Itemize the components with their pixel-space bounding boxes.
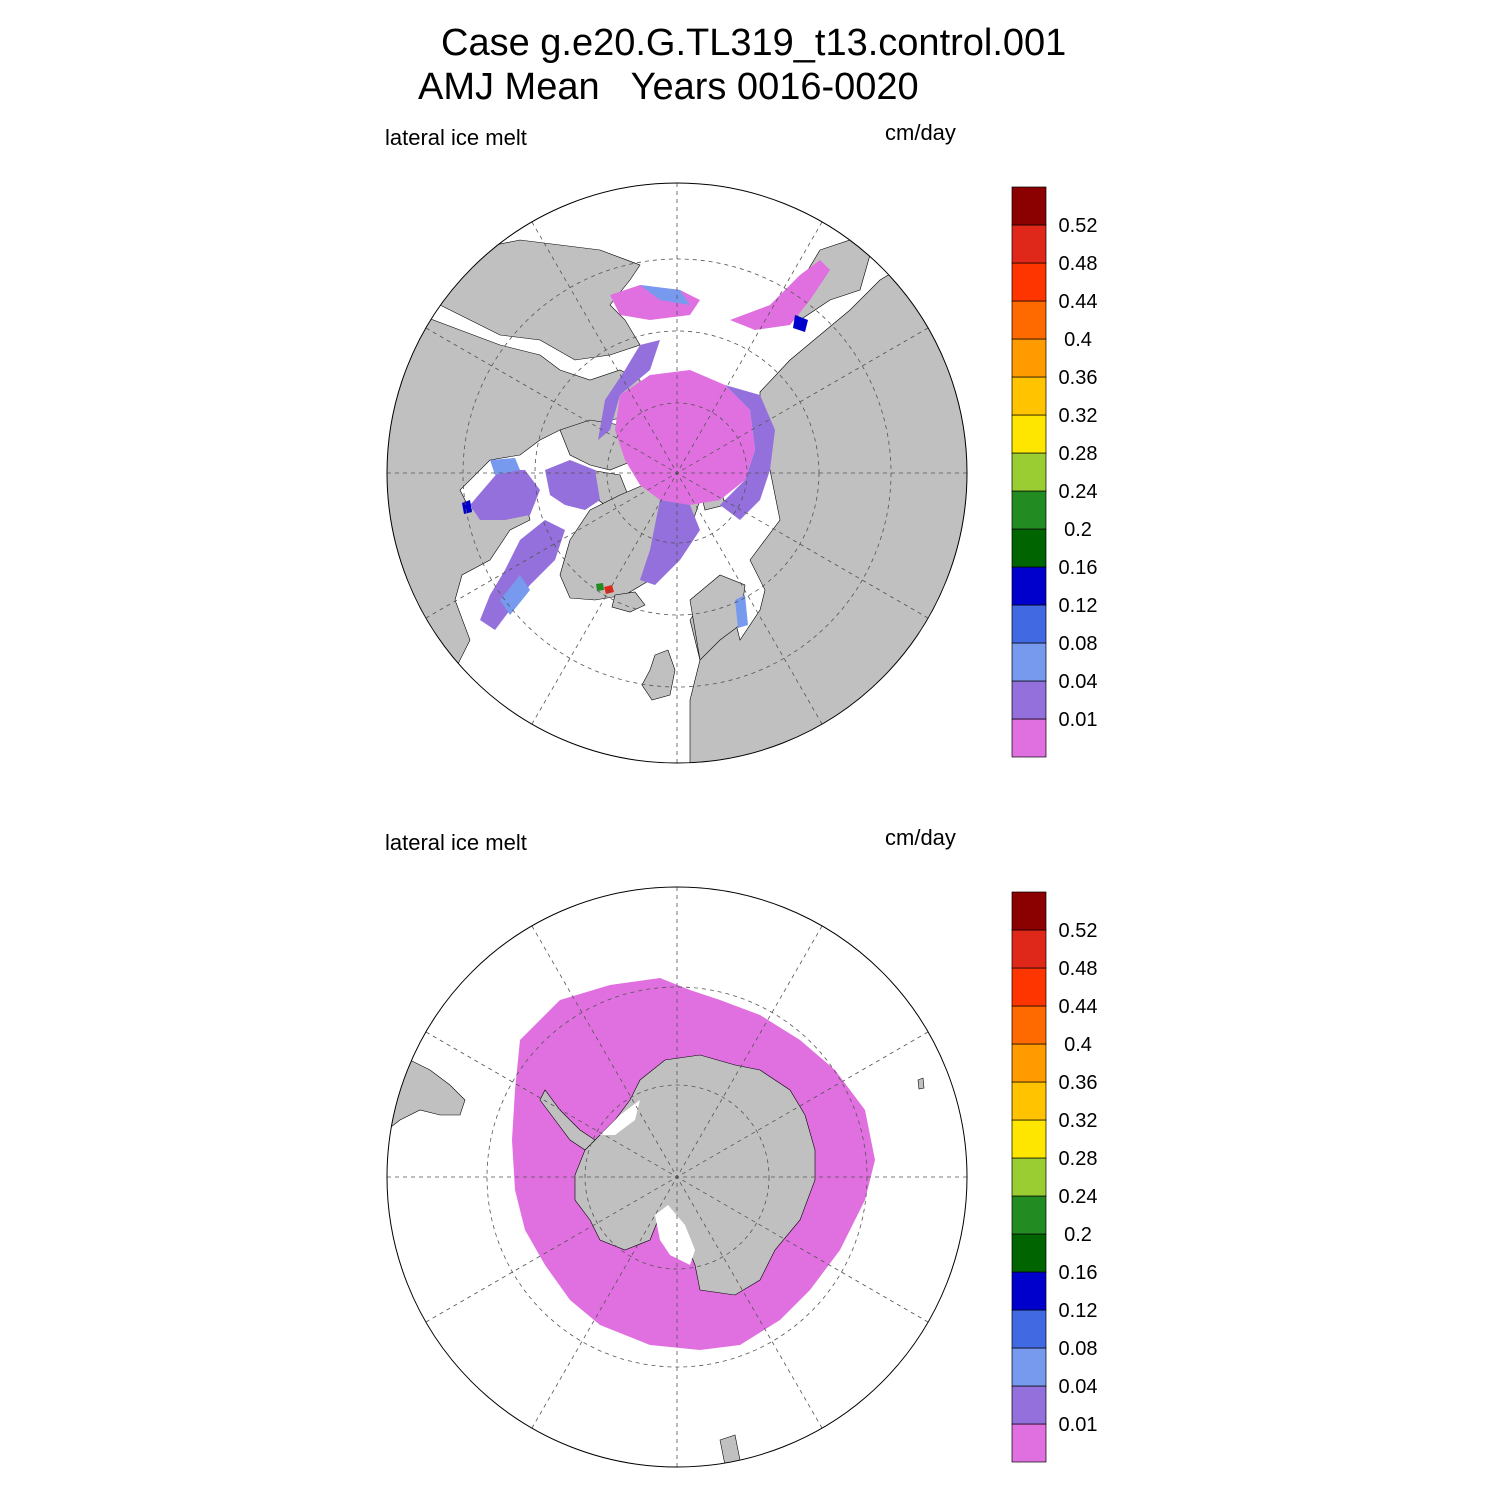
colorbar-swatch	[1011, 1309, 1047, 1349]
colorbar-swatch	[1011, 490, 1047, 530]
colorbar-tick-label: 0.12	[1059, 1300, 1098, 1322]
colorbar-swatch	[1011, 1385, 1047, 1425]
antarctic-land-south-america	[387, 1059, 466, 1131]
colorbar-swatch	[1011, 1195, 1047, 1235]
colorbar-swatch	[1011, 300, 1047, 340]
colorbar-swatch	[1011, 891, 1047, 931]
arctic-map	[386, 182, 968, 764]
colorbar-tick-label: 0.32	[1059, 1110, 1098, 1132]
arctic-ice-hudson-bay	[470, 470, 540, 520]
colorbar-swatch	[1011, 1005, 1047, 1045]
arctic-graticule	[387, 183, 967, 763]
colorbar-tick-label: 0.16	[1059, 557, 1098, 579]
colorbar-swatch	[1011, 452, 1047, 492]
arctic-land-british-isles	[641, 649, 676, 701]
colorbar-swatch	[1011, 224, 1047, 264]
arctic-ice-shelf-ring	[598, 340, 660, 440]
colorbar-swatch	[1011, 1233, 1047, 1273]
panel-top-variable-label: lateral ice melt	[385, 125, 527, 150]
arctic-ice-okhotsk	[730, 260, 830, 330]
colorbar-swatch	[1011, 186, 1047, 226]
antarctic-weddell-gap	[600, 1100, 640, 1135]
colorbar-tick-label: 0.4	[1064, 329, 1092, 351]
colorbar-tick-label: 0.04	[1059, 671, 1098, 693]
colorbar-bottom: 0.01 0.04 0.08 0.12 0.16 0.2 0.24 0.28 0.32 0.36 0…	[1011, 891, 1098, 1463]
colorbar-swatch	[1011, 1157, 1047, 1197]
arctic-ice-edge-hotspot	[604, 585, 614, 594]
antarctic-graticule	[387, 887, 967, 1467]
colorbar-tick-label: 0.44	[1059, 291, 1098, 313]
colorbar-swatch	[1011, 1081, 1047, 1121]
colorbar-tick-label: 0.52	[1059, 215, 1098, 237]
colorbar-tick-label: 0.24	[1059, 481, 1098, 503]
colorbar-tick-label: 0.28	[1059, 443, 1098, 465]
arctic-ice-edge-lightblue-2	[490, 458, 520, 475]
colorbar-tick-label: 0.48	[1059, 253, 1098, 275]
colorbar-swatch	[1011, 1119, 1047, 1159]
colorbar-tick-label: 0.2	[1064, 1224, 1092, 1246]
antarctic-ross-embayment	[655, 1205, 695, 1265]
arctic-ice-edge-lightblue-1	[640, 285, 690, 305]
colorbar-tick-label: 0.32	[1059, 405, 1098, 427]
colorbar-tick-label: 0.52	[1059, 920, 1098, 942]
colorbar-top: 0.01 0.04 0.08 0.12 0.16 0.2 0.24 0.28 0.32 0.36 0…	[1011, 186, 1098, 758]
colorbar-swatch	[1011, 528, 1047, 568]
colorbar-tick-label: 0.08	[1059, 633, 1098, 655]
colorbar-swatch	[1011, 967, 1047, 1007]
colorbar-tick-label: 0.2	[1064, 519, 1092, 541]
colorbar-swatch	[1011, 680, 1047, 720]
arctic-ice-edge-lightblue-3	[500, 575, 530, 615]
colorbar-swatch	[1011, 1347, 1047, 1387]
antarctic-map	[386, 886, 968, 1468]
panel-top-units-label: cm/day	[885, 120, 956, 145]
colorbar-tick-label: 0.12	[1059, 595, 1098, 617]
arctic-ice-edge-green	[596, 583, 604, 591]
colorbar-swatch	[1011, 1271, 1047, 1311]
colorbar-swatch	[1011, 718, 1047, 758]
colorbar-swatch	[1011, 642, 1047, 682]
colorbar-tick-label: 0.08	[1059, 1338, 1098, 1360]
colorbar-swatch	[1011, 1423, 1047, 1463]
arctic-ice-edge-blue-2	[462, 500, 472, 514]
colorbar-tick-label: 0.36	[1059, 367, 1098, 389]
antarctic-land-peninsula	[539, 1089, 596, 1151]
arctic-ice-greenland-sea	[640, 500, 700, 585]
panel-bottom-units-label: cm/day	[885, 825, 956, 850]
arctic-ice-labrador	[480, 520, 565, 630]
antarctic-land-small-island	[917, 1077, 925, 1090]
colorbar-swatch	[1011, 338, 1047, 378]
colorbar-swatch	[1011, 262, 1047, 302]
colorbar-swatch	[1011, 566, 1047, 606]
colorbar-tick-label: 0.28	[1059, 1148, 1098, 1170]
arctic-land-iceland	[611, 591, 646, 613]
figure-title-line2: AMJ Mean Years 0016-0020	[418, 66, 919, 108]
arctic-ice-central	[615, 370, 755, 505]
colorbar-tick-label: 0.01	[1059, 709, 1098, 731]
colorbar-tick-label: 0.24	[1059, 1186, 1098, 1208]
arctic-ice-edge-blue-1	[793, 315, 808, 332]
colorbar-tick-label: 0.01	[1059, 1414, 1098, 1436]
colorbar-tick-label: 0.36	[1059, 1072, 1098, 1094]
colorbar-tick-label: 0.48	[1059, 958, 1098, 980]
colorbar-tick-label: 0.4	[1064, 1034, 1092, 1056]
colorbar-swatch	[1011, 1043, 1047, 1083]
antarctic-map-outline	[386, 886, 968, 1468]
colorbar-swatch	[1011, 376, 1047, 416]
colorbar-swatch	[1011, 604, 1047, 644]
colorbar-swatch	[1011, 929, 1047, 969]
arctic-ice-baffin	[545, 460, 600, 510]
arctic-ice-edge-lightblue-4	[735, 595, 748, 628]
arctic-ice-siberian-shelf	[720, 385, 775, 520]
figure-title-line1: Case g.e20.G.TL319_t13.control.001	[441, 22, 1067, 64]
colorbar-tick-label: 0.04	[1059, 1376, 1098, 1398]
colorbar-swatch	[1011, 414, 1047, 454]
arctic-map-outline	[386, 182, 968, 764]
colorbar-tick-label: 0.44	[1059, 996, 1098, 1018]
colorbar-tick-label: 0.16	[1059, 1262, 1098, 1284]
panel-bottom-variable-label: lateral ice melt	[385, 830, 527, 855]
